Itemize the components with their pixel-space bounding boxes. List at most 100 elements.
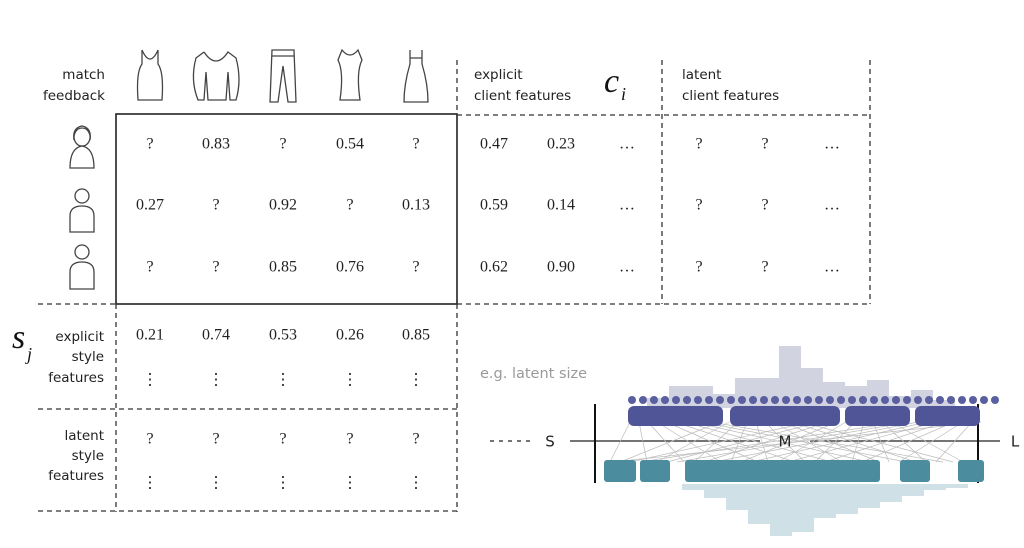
feedback-value: ? bbox=[146, 136, 153, 153]
link bbox=[851, 421, 865, 463]
style-cluster bbox=[604, 460, 636, 482]
style-cluster bbox=[640, 460, 670, 482]
feedback-value: ? bbox=[412, 136, 419, 153]
client-dot bbox=[694, 396, 702, 404]
explicit-style-value: ⋮ bbox=[342, 372, 358, 389]
client-dot bbox=[683, 396, 691, 404]
latent-size-caption: e.g. latent size bbox=[480, 366, 587, 382]
link bbox=[861, 421, 955, 463]
style-subscript: j bbox=[25, 344, 32, 364]
client-dot bbox=[793, 396, 801, 404]
client-cluster bbox=[845, 406, 910, 426]
histogram-bar bbox=[647, 398, 669, 408]
explicit-style-value: 0.26 bbox=[336, 327, 364, 344]
explicit-client-value: 0.23 bbox=[547, 136, 575, 153]
latent-client-label: latent bbox=[682, 67, 721, 83]
histogram-bar bbox=[770, 484, 792, 536]
size-label: L bbox=[1011, 433, 1020, 451]
feedback-value: 0.92 bbox=[269, 197, 297, 214]
latent-client-value: ? bbox=[761, 197, 768, 214]
latent-style-value: ? bbox=[279, 431, 286, 448]
link bbox=[703, 421, 829, 463]
latent-style-value: ⋮ bbox=[342, 475, 358, 492]
link bbox=[755, 421, 769, 463]
client-dot bbox=[639, 396, 647, 404]
explicit-client-value: 0.62 bbox=[480, 259, 508, 276]
client-dot bbox=[969, 396, 977, 404]
explicit-style-value: ⋮ bbox=[142, 372, 158, 389]
grid-lines bbox=[38, 60, 871, 512]
client-dot bbox=[650, 396, 658, 404]
client-dot bbox=[903, 396, 911, 404]
histogram-bar bbox=[682, 484, 704, 490]
histogram-bar bbox=[836, 484, 858, 514]
feedback-value: ? bbox=[146, 259, 153, 276]
explicit-client-value: 0.59 bbox=[480, 197, 508, 214]
latent-client-value: ? bbox=[695, 259, 702, 276]
explicit-client-value: 0.90 bbox=[547, 259, 575, 276]
explicit-client-value: … bbox=[619, 136, 635, 153]
link bbox=[612, 421, 982, 463]
feedback-value: ? bbox=[346, 197, 353, 214]
explicit-style-label: features bbox=[48, 370, 104, 386]
link bbox=[638, 421, 648, 463]
feedback-value: 0.83 bbox=[202, 136, 230, 153]
link bbox=[656, 421, 730, 463]
latent-client-label: client features bbox=[682, 88, 779, 104]
client-cluster bbox=[628, 406, 723, 426]
decoration bbox=[485, 346, 1000, 536]
feedback-value: 0.76 bbox=[336, 259, 364, 276]
link bbox=[800, 421, 954, 463]
client-icons bbox=[69, 125, 95, 290]
link bbox=[740, 421, 838, 463]
link bbox=[683, 421, 833, 463]
latent-style-value: ? bbox=[412, 431, 419, 448]
link bbox=[619, 421, 721, 463]
explicit-style-value: 0.53 bbox=[269, 327, 297, 344]
histogram-bar bbox=[704, 484, 726, 498]
explicit-style-value: 0.74 bbox=[202, 327, 230, 344]
link bbox=[814, 421, 856, 463]
explicit-style-value: ⋮ bbox=[408, 372, 424, 389]
histogram-bar bbox=[933, 400, 955, 408]
link bbox=[701, 421, 907, 463]
histogram-bar bbox=[814, 484, 836, 518]
latent-style-value: ⋮ bbox=[208, 475, 224, 492]
explicit-client-value: … bbox=[619, 197, 635, 214]
client-dot bbox=[936, 396, 944, 404]
client-dot bbox=[826, 396, 834, 404]
clothing-icons bbox=[136, 48, 429, 103]
explicit-client-label: client features bbox=[474, 88, 571, 104]
link bbox=[824, 421, 946, 463]
feedback-value: 0.13 bbox=[402, 197, 430, 214]
explicit-style-label: explicit bbox=[55, 329, 104, 345]
feedback-value: ? bbox=[279, 136, 286, 153]
style-cluster bbox=[958, 460, 984, 482]
client-dot bbox=[749, 396, 757, 404]
latent-client-value: ? bbox=[761, 136, 768, 153]
client-cluster bbox=[730, 406, 840, 426]
link bbox=[693, 421, 739, 463]
link bbox=[782, 421, 880, 463]
link bbox=[881, 421, 927, 463]
latent-client-value: … bbox=[824, 259, 840, 276]
client-dot bbox=[859, 396, 867, 404]
link bbox=[676, 421, 910, 463]
client-dot bbox=[760, 396, 768, 404]
latent-style-value: ? bbox=[146, 431, 153, 448]
client-dot bbox=[661, 396, 669, 404]
client-dot bbox=[947, 396, 955, 404]
row-label: feedback bbox=[43, 88, 105, 104]
histogram-bar bbox=[858, 484, 880, 508]
explicit-style-value: ⋮ bbox=[275, 372, 291, 389]
histogram-bar bbox=[946, 484, 968, 488]
explicit-style-value: ⋮ bbox=[208, 372, 224, 389]
explicit-client-value: 0.14 bbox=[547, 197, 575, 214]
link bbox=[935, 421, 973, 463]
latent-style-value: ⋮ bbox=[142, 475, 158, 492]
explicit-client-value: … bbox=[619, 259, 635, 276]
client-dot bbox=[881, 396, 889, 404]
histogram-bar bbox=[924, 484, 946, 490]
feedback-value: ? bbox=[412, 259, 419, 276]
latent-client-value: … bbox=[824, 197, 840, 214]
